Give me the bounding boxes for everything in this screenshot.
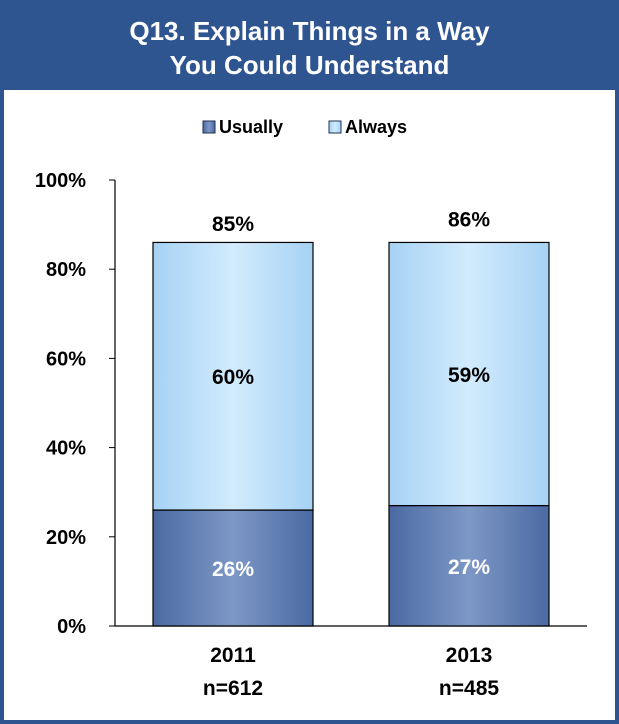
legend-swatch-always bbox=[328, 120, 342, 134]
y-tick-label: 60% bbox=[46, 348, 86, 370]
y-tick-label: 0% bbox=[57, 616, 86, 638]
title-band: Q13. Explain Things in a Way You Could U… bbox=[4, 4, 615, 90]
bar-always-2013 bbox=[388, 241, 550, 507]
data-label-usually-2013: 27% bbox=[448, 556, 490, 579]
data-label-usually-2011: 26% bbox=[212, 558, 254, 581]
data-label-always-2013: 59% bbox=[448, 364, 490, 387]
chart-title-line2: You Could Understand bbox=[169, 50, 450, 80]
legend-swatch-usually bbox=[202, 120, 216, 134]
x-category-sublabel-2011: n=612 bbox=[203, 677, 263, 700]
bars bbox=[152, 241, 550, 627]
y-tick-label: 40% bbox=[46, 438, 86, 460]
x-category-label-2011: 2011 bbox=[210, 644, 256, 667]
bar-usually-2011 bbox=[152, 509, 314, 627]
chart-title: Q13. Explain Things in a Way bbox=[129, 16, 490, 46]
legend-label-usually: Usually bbox=[219, 117, 283, 137]
x-category-label-2013: 2013 bbox=[446, 644, 493, 667]
legend-label-always: Always bbox=[345, 117, 407, 137]
y-tick-label: 20% bbox=[46, 527, 86, 549]
bar-always-2011 bbox=[152, 241, 314, 511]
y-tick-label: 100% bbox=[35, 170, 86, 192]
total-label-2011: 85% bbox=[212, 213, 254, 236]
legend: Usually Always bbox=[202, 117, 407, 137]
y-tick-label: 80% bbox=[46, 259, 86, 281]
total-label-2013: 86% bbox=[448, 208, 490, 231]
y-axis: 0% 20% 40% 60% 80% 100% 2011 n=612 2013 n=485 bbox=[35, 170, 587, 700]
x-category-sublabel-2013: n=485 bbox=[439, 677, 499, 700]
data-label-always-2011: 60% bbox=[212, 366, 254, 389]
data-labels: 26% 60% 85% 27% 59% 86% bbox=[212, 208, 490, 581]
